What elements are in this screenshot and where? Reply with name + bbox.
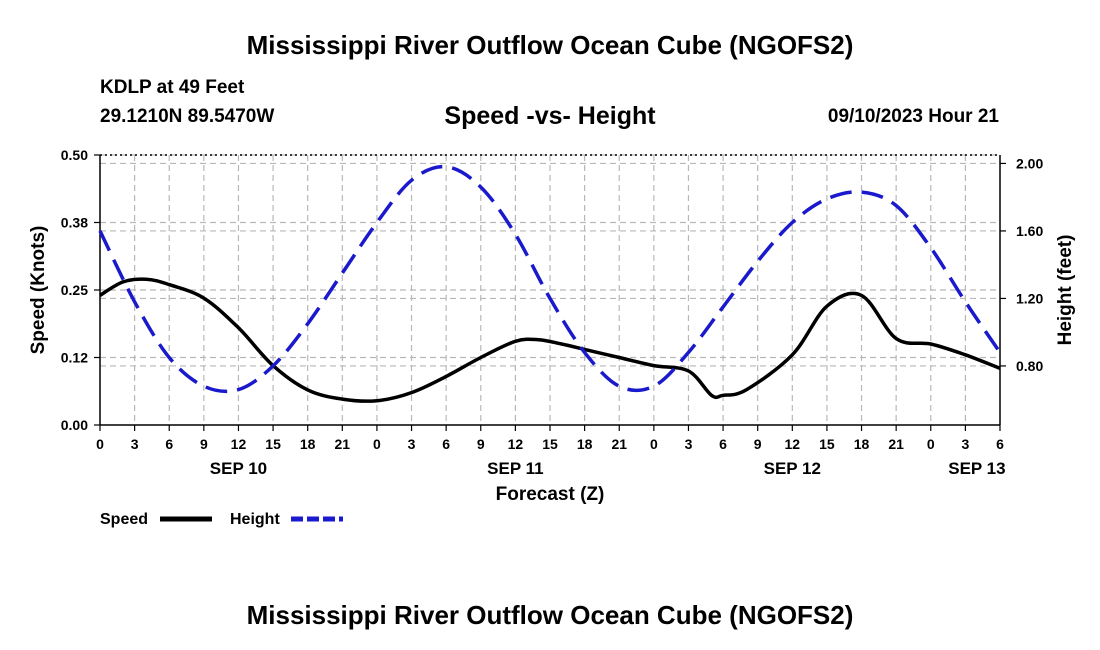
x-tick-label: 9 <box>200 436 208 452</box>
x-tick-label: 6 <box>165 436 173 452</box>
x-tick-label: 0 <box>650 436 658 452</box>
x-tick-label: 0 <box>927 436 935 452</box>
coordinates-label: 29.1210N 89.5470W <box>100 106 275 127</box>
x-tick-label: 12 <box>785 436 801 452</box>
station-label: KDLP at 49 Feet <box>100 77 245 98</box>
right-tick-label: 1.60 <box>1016 223 1043 239</box>
x-tick-label: 21 <box>335 436 351 452</box>
date-label: SEP 10 <box>210 459 267 478</box>
y-axis-title-right: Height (feet) <box>1055 235 1076 346</box>
x-tick-label: 6 <box>996 436 1004 452</box>
left-tick-label: 0.38 <box>61 215 88 231</box>
series-line-speed <box>99 277 1001 403</box>
x-tick-label: 3 <box>685 436 693 452</box>
x-tick-label: 0 <box>96 436 104 452</box>
x-tick-label: 0 <box>373 436 381 452</box>
x-tick-label: 18 <box>854 436 870 452</box>
right-tick-label: 2.00 <box>1016 155 1043 171</box>
x-tick-label: 6 <box>442 436 450 452</box>
date-label: SEP 13 <box>948 459 1005 478</box>
x-tick-label: 21 <box>888 436 904 452</box>
right-tick-label: 1.20 <box>1016 290 1043 306</box>
legend-label-speed: Speed <box>100 511 148 528</box>
x-tick-label: 15 <box>542 436 558 452</box>
x-tick-label: 3 <box>131 436 139 452</box>
x-tick-label: 15 <box>819 436 835 452</box>
left-tick-label: 0.50 <box>61 147 88 163</box>
left-tick-label: 0.25 <box>61 282 88 298</box>
x-tick-label: 15 <box>265 436 281 452</box>
chart-subtitle: Speed -vs- Height <box>444 102 656 130</box>
x-tick-label: 3 <box>961 436 969 452</box>
chart-title: Mississippi River Outflow Ocean Cube (NG… <box>246 30 854 60</box>
x-tick-label: 18 <box>300 436 316 452</box>
x-tick-label: 3 <box>408 436 416 452</box>
right-tick-label: 0.80 <box>1016 358 1043 374</box>
x-tick-label: 18 <box>577 436 593 452</box>
x-tick-label: 9 <box>754 436 762 452</box>
left-tick-label: 0.12 <box>61 350 88 366</box>
series-line-height <box>98 164 1002 394</box>
x-tick-label: 12 <box>231 436 247 452</box>
date-label: SEP 11 <box>487 459 543 478</box>
legend-label-height: Height <box>230 511 280 528</box>
x-tick-label: 12 <box>508 436 524 452</box>
x-axis-title: Forecast (Z) <box>496 484 605 505</box>
x-tick-label: 21 <box>611 436 627 452</box>
x-tick-label: 9 <box>477 436 485 452</box>
left-tick-label: 0.00 <box>61 417 88 433</box>
timestamp-label: 09/10/2023 Hour 21 <box>827 106 999 127</box>
x-tick-label: 6 <box>719 436 727 452</box>
footer-title: Mississippi River Outflow Ocean Cube (NG… <box>246 600 854 630</box>
date-label: SEP 12 <box>764 459 821 478</box>
y-axis-title-left: Speed (Knots) <box>28 226 49 355</box>
